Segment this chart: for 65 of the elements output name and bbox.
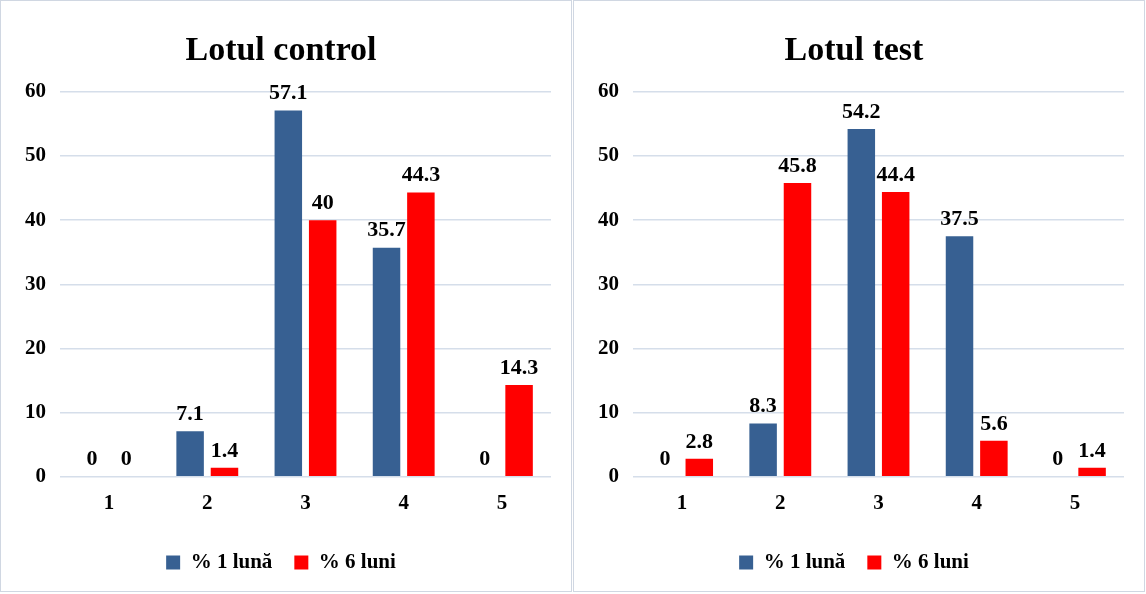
legend-label: % 6 luni bbox=[891, 548, 970, 573]
bar bbox=[847, 129, 876, 477]
y-tick-label: 20 bbox=[598, 334, 619, 359]
data-label: 45.8 bbox=[778, 151, 817, 177]
data-label: 54.2 bbox=[842, 97, 881, 123]
y-tick-label: 20 bbox=[25, 334, 46, 359]
data-label: 2.8 bbox=[685, 427, 714, 453]
chart-title: Lotul control bbox=[185, 30, 377, 68]
bar bbox=[783, 182, 812, 477]
y-tick-label: 30 bbox=[598, 270, 619, 295]
legend-label: % 1 lună bbox=[190, 548, 273, 573]
y-tick-label: 10 bbox=[598, 399, 619, 424]
x-tick-label: 2 bbox=[202, 489, 213, 514]
data-label: 44.3 bbox=[401, 161, 441, 187]
data-label: 44.4 bbox=[876, 160, 915, 186]
legend-label: % 6 luni bbox=[318, 548, 397, 573]
y-tick-label: 0 bbox=[608, 463, 619, 488]
data-label: 1.4 bbox=[210, 436, 239, 462]
y-tick-label: 40 bbox=[25, 206, 46, 231]
bar bbox=[274, 110, 303, 477]
data-label: 0 bbox=[659, 445, 671, 471]
y-tick-label: 10 bbox=[25, 399, 46, 424]
bar bbox=[749, 423, 777, 477]
data-label: 37.5 bbox=[940, 204, 979, 230]
data-label: 35.7 bbox=[367, 216, 406, 242]
x-tick-label: 3 bbox=[873, 489, 884, 514]
y-tick-label: 50 bbox=[598, 142, 619, 167]
bar bbox=[881, 191, 910, 477]
x-tick-label: 5 bbox=[1069, 489, 1081, 514]
bar bbox=[210, 467, 239, 477]
x-tick-label: 5 bbox=[496, 489, 508, 514]
bar bbox=[685, 458, 714, 477]
x-tick-label: 4 bbox=[971, 489, 983, 514]
y-tick-label: 40 bbox=[598, 206, 619, 231]
y-tick-label: 30 bbox=[25, 270, 46, 295]
bar bbox=[945, 236, 974, 477]
y-tick-label: 60 bbox=[598, 78, 619, 103]
data-label: 8.3 bbox=[749, 392, 777, 418]
data-label: 14.3 bbox=[499, 353, 539, 379]
bar bbox=[505, 385, 533, 477]
x-tick-label: 3 bbox=[300, 489, 311, 514]
y-tick-label: 0 bbox=[35, 463, 46, 488]
x-tick-label: 2 bbox=[775, 489, 786, 514]
x-tick-label: 4 bbox=[398, 489, 410, 514]
data-label: 1.4 bbox=[1078, 436, 1106, 462]
bar bbox=[407, 192, 435, 477]
chart-title: Lotul test bbox=[784, 30, 925, 68]
y-tick-label: 60 bbox=[25, 78, 46, 103]
data-label: 0 bbox=[86, 445, 98, 471]
x-tick-label: 1 bbox=[676, 489, 688, 514]
data-label: 5.6 bbox=[980, 409, 1008, 435]
data-label: 0 bbox=[120, 445, 132, 471]
data-label: 0 bbox=[479, 445, 491, 471]
data-label: 7.1 bbox=[176, 399, 204, 425]
bar bbox=[980, 440, 1008, 477]
legend-label: % 1 lună bbox=[763, 548, 846, 573]
bar bbox=[372, 247, 401, 477]
bar bbox=[1078, 467, 1106, 477]
x-tick-label: 1 bbox=[103, 489, 115, 514]
y-tick-label: 50 bbox=[25, 142, 46, 167]
data-label: 40 bbox=[311, 188, 334, 214]
bar bbox=[176, 431, 204, 477]
data-label: 57.1 bbox=[269, 79, 308, 105]
bar bbox=[308, 220, 337, 477]
data-label: 0 bbox=[1052, 445, 1064, 471]
